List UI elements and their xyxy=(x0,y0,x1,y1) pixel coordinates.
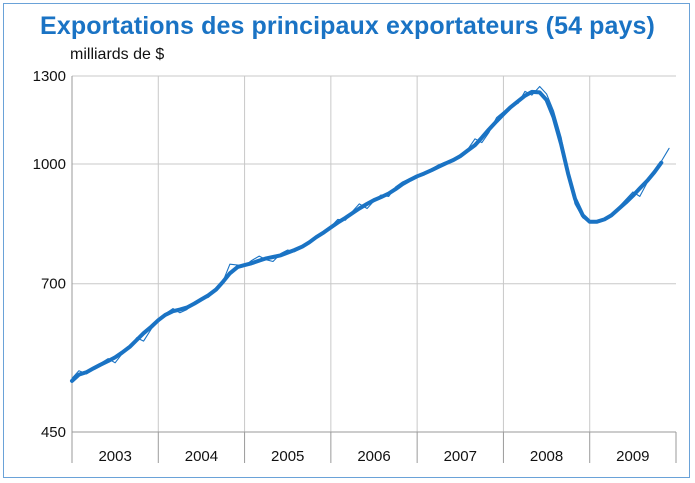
x-tick-label: 2004 xyxy=(185,448,218,465)
grid-layer xyxy=(72,75,676,432)
series-line-monthly xyxy=(71,85,670,379)
y-axis-unit-label: milliards de $ xyxy=(70,46,165,63)
series-layer xyxy=(70,85,670,383)
x-tick-label: 2007 xyxy=(444,448,477,465)
y-tick-label: 1000 xyxy=(33,156,66,173)
x-tick-label: 2009 xyxy=(616,448,649,465)
x-tick-label: 2003 xyxy=(98,448,131,465)
x-tick-label: 2008 xyxy=(530,448,563,465)
x-tick-label: 2005 xyxy=(271,448,304,465)
axis-layer: 1300 1000 700 450 2003 2004 2005 2006 2007 2008 20… xyxy=(33,68,677,465)
chart-title: Exportations des principaux exportateurs… xyxy=(40,12,655,40)
y-tick-label: 700 xyxy=(41,276,66,293)
x-tick-label: 2006 xyxy=(357,448,390,465)
y-tick-label: 450 xyxy=(41,424,66,441)
chart-frame xyxy=(3,3,690,478)
series-line-smoothed xyxy=(70,89,664,383)
y-tick-label: 1300 xyxy=(33,68,66,85)
